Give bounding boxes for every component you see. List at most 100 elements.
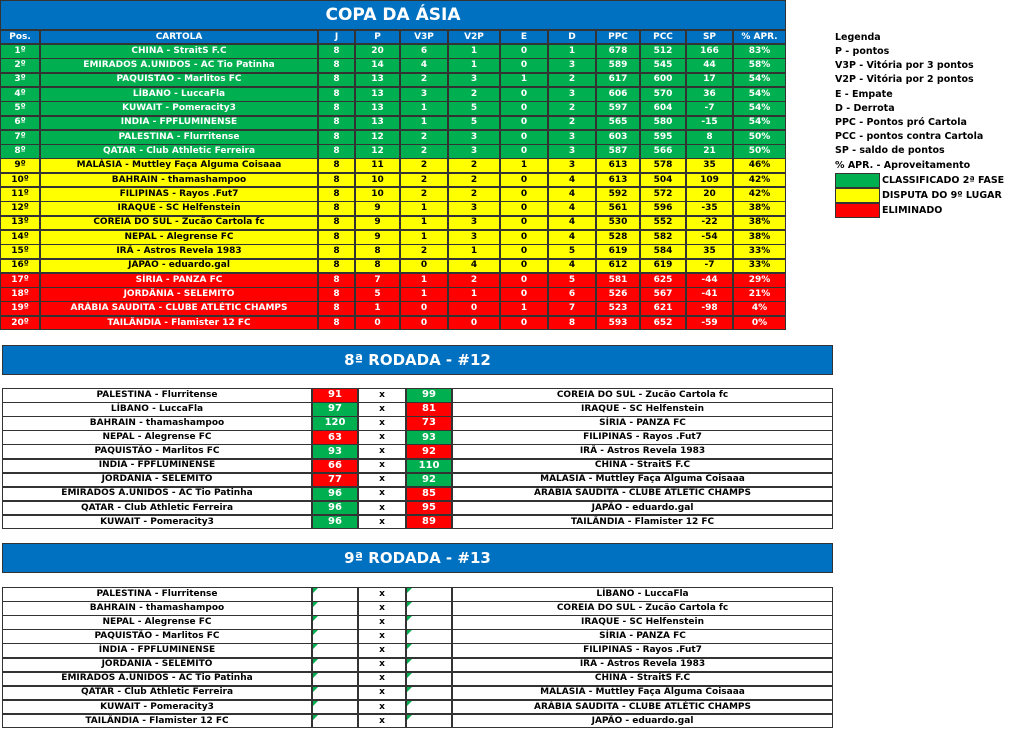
- home-team: JORDÂNIA - SELEMITO: [2, 472, 312, 488]
- away-team: FILIPINAS - Rayos .Fut7: [452, 643, 833, 658]
- away-score: [406, 657, 452, 673]
- separator: x: [358, 402, 406, 417]
- away-team: MALÁSIA - Muttley Faça Alguma Coisaaa: [452, 472, 833, 488]
- stat-cell: -59: [686, 315, 733, 331]
- home-team: NEPAL - Alegrense FC: [2, 615, 312, 630]
- cell-note-marker: [407, 700, 412, 706]
- team-cell: IRÃ - Astros Revela 1983: [40, 244, 318, 259]
- stat-cell: 0: [500, 115, 548, 131]
- legend-item: V3P - Vitória por 3 pontos: [835, 60, 974, 72]
- column-header: E: [500, 30, 548, 44]
- stat-cell: -54: [686, 229, 733, 245]
- separator: x: [358, 430, 406, 445]
- away-score: 95: [406, 500, 452, 516]
- home-team: KUWAIT - Pomeracity3: [2, 699, 312, 715]
- legend-item: PPC - Pontos pró Cartola: [835, 117, 967, 128]
- away-team: IRÃ - Astros Revela 1983: [452, 444, 833, 459]
- home-team: TAILÂNDIA - Flamister 12 FC: [2, 713, 312, 729]
- away-score: 73: [406, 416, 452, 431]
- stat-cell: 567: [640, 287, 686, 302]
- stat-cell: 6: [400, 44, 448, 59]
- stat-cell: 21: [686, 144, 733, 159]
- stat-cell: 9º: [0, 158, 40, 174]
- table-title: COPA DA ÁSIA: [0, 0, 786, 30]
- stat-cell: 589: [596, 58, 640, 74]
- team-cell: MALÁSIA - Muttley Faça Alguma Coisaaa: [40, 158, 318, 174]
- stat-cell: 617: [596, 72, 640, 88]
- separator: x: [358, 713, 406, 729]
- away-team: SÍRIA - PANZA FC: [452, 416, 833, 431]
- team-cell: IRAQUE - SC Helfenstein: [40, 201, 318, 217]
- column-header: J: [318, 30, 355, 44]
- away-team: IRÃ - Astros Revela 1983: [452, 657, 833, 673]
- cell-note-marker: [407, 616, 412, 622]
- stat-cell: 0: [500, 215, 548, 231]
- home-score: 96: [312, 486, 358, 502]
- round-banner: 8ª RODADA - #12: [2, 345, 833, 375]
- stat-cell: 38%: [733, 201, 786, 217]
- away-team: CHINA - StraitS F.C: [452, 671, 833, 687]
- stat-cell: 38%: [733, 215, 786, 231]
- home-team: BAHRAIN - thamashampoo: [2, 416, 312, 431]
- home-score: [312, 615, 358, 630]
- stat-cell: 530: [596, 215, 640, 231]
- home-score: 97: [312, 402, 358, 417]
- stat-cell: 621: [640, 301, 686, 317]
- away-team: CHINA - StraitS F.C: [452, 458, 833, 474]
- column-header: PCC: [640, 30, 686, 44]
- stat-cell: 678: [596, 44, 640, 59]
- cell-note-marker: [407, 714, 412, 720]
- separator: x: [358, 514, 406, 530]
- stat-cell: 4: [548, 215, 596, 231]
- stat-cell: 54%: [733, 86, 786, 102]
- stat-cell: 35: [686, 158, 733, 174]
- stat-cell: 7: [548, 301, 596, 317]
- away-score: [406, 685, 452, 701]
- separator: x: [358, 657, 406, 673]
- away-score: [406, 587, 452, 602]
- stat-cell: 0%: [733, 315, 786, 331]
- stat-cell: 2: [548, 101, 596, 116]
- stat-cell: 612: [596, 258, 640, 274]
- home-score: [312, 657, 358, 673]
- stat-cell: 3: [548, 58, 596, 74]
- home-score: 120: [312, 416, 358, 431]
- stat-cell: 5: [548, 272, 596, 288]
- separator: x: [358, 685, 406, 701]
- stat-cell: 3: [548, 158, 596, 174]
- away-team: SÍRIA - PANZA FC: [452, 629, 833, 644]
- legend-item: % APR. - Aproveitamento: [835, 159, 971, 171]
- stat-cell: 2: [400, 144, 448, 159]
- stat-cell: -22: [686, 215, 733, 231]
- team-cell: FILIPINAS - Rayos .Fut7: [40, 187, 318, 202]
- stat-cell: 50%: [733, 129, 786, 145]
- stat-cell: 1: [400, 101, 448, 116]
- stat-cell: 8: [318, 172, 355, 188]
- stat-cell: 58%: [733, 58, 786, 74]
- stat-cell: 8: [318, 301, 355, 317]
- stat-cell: 580: [640, 115, 686, 131]
- stat-cell: 15º: [0, 244, 40, 259]
- stat-cell: 2º: [0, 58, 40, 74]
- away-score: [406, 629, 452, 644]
- stat-cell: 13º: [0, 215, 40, 231]
- stat-cell: 572: [640, 187, 686, 202]
- stat-cell: 1: [500, 72, 548, 88]
- stat-cell: 0: [448, 301, 500, 317]
- stat-cell: 1: [548, 44, 596, 59]
- legend-title: Legenda: [835, 32, 881, 43]
- stat-cell: 8: [318, 258, 355, 274]
- home-team: PALESTINA - Flurritense: [2, 388, 312, 403]
- stat-cell: 1: [400, 229, 448, 245]
- stat-cell: 16º: [0, 258, 40, 274]
- stat-cell: 3: [448, 201, 500, 217]
- stat-cell: 0: [500, 172, 548, 188]
- stat-cell: 4: [548, 229, 596, 245]
- stat-cell: 587: [596, 144, 640, 159]
- stat-cell: -98: [686, 301, 733, 317]
- legend-item: E - Empate: [835, 88, 893, 100]
- stat-cell: 523: [596, 301, 640, 317]
- stat-cell: 561: [596, 201, 640, 217]
- stat-cell: 8: [318, 272, 355, 288]
- stat-cell: 0: [400, 315, 448, 331]
